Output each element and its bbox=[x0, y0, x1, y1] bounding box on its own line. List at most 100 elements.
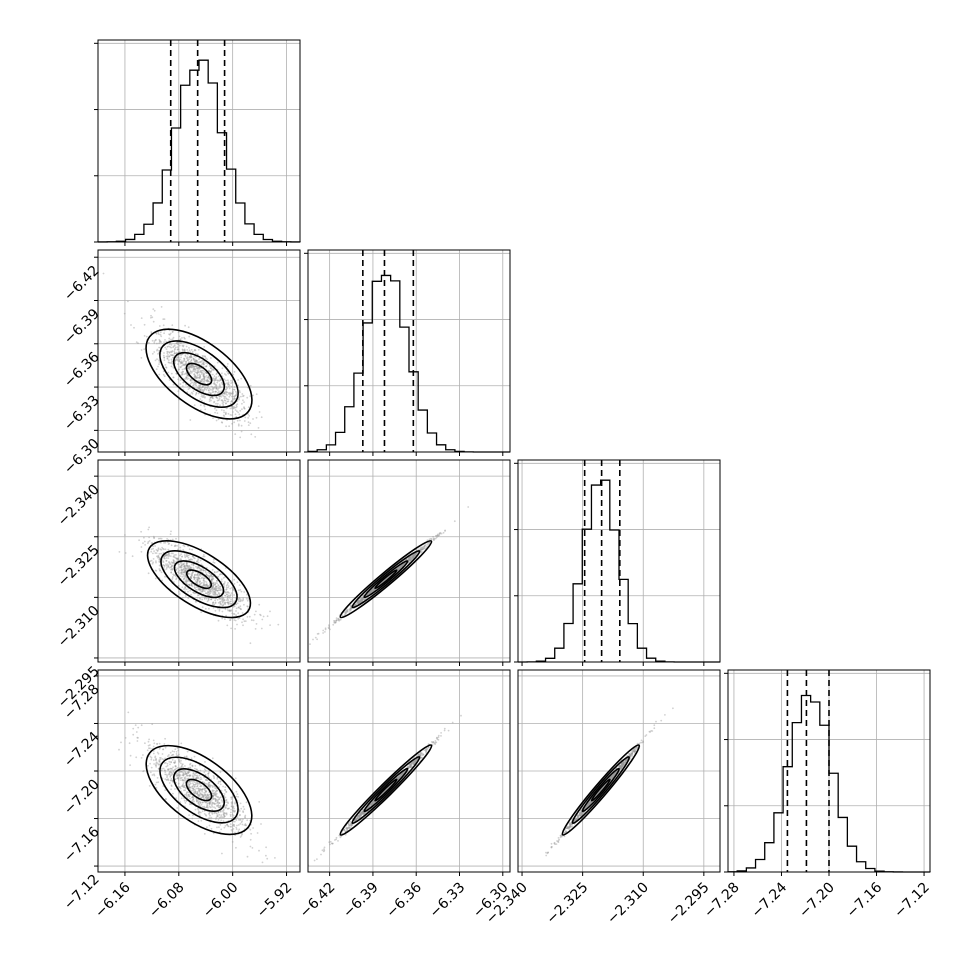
scatter-point bbox=[227, 382, 230, 385]
scatter-point bbox=[197, 561, 200, 564]
scatter-point bbox=[185, 372, 188, 374]
scatter-point bbox=[369, 591, 372, 594]
scatter-point bbox=[178, 358, 181, 361]
scatter-point bbox=[169, 333, 171, 336]
scatter-point bbox=[210, 598, 212, 601]
scatter-point bbox=[214, 601, 217, 604]
scatter-point bbox=[194, 360, 196, 362]
scatter-point bbox=[209, 365, 211, 367]
scatter-point bbox=[222, 414, 225, 417]
scatter-point bbox=[411, 558, 413, 560]
scatter-point bbox=[412, 555, 414, 557]
scatter-point bbox=[181, 571, 183, 574]
scatter-point bbox=[189, 419, 192, 421]
scatter-point bbox=[194, 765, 197, 767]
scatter-point bbox=[205, 584, 208, 587]
scatter-point bbox=[219, 797, 221, 799]
scatter-point bbox=[358, 599, 360, 602]
scatter-point bbox=[349, 608, 352, 611]
scatter-point bbox=[187, 359, 189, 362]
scatter-point bbox=[184, 567, 187, 569]
scatter-point bbox=[414, 553, 417, 556]
scatter-point bbox=[201, 788, 204, 791]
scatter-point bbox=[203, 787, 205, 790]
scatter-point bbox=[192, 567, 195, 570]
scatter-point bbox=[350, 607, 353, 610]
scatter-point bbox=[172, 771, 175, 774]
scatter-point bbox=[334, 621, 337, 624]
scatter-point bbox=[151, 774, 154, 776]
scatter-point bbox=[212, 575, 215, 578]
scatter-point bbox=[198, 795, 201, 798]
scatter-point bbox=[232, 588, 235, 590]
scatter-point bbox=[346, 609, 349, 612]
scatter-point bbox=[424, 545, 427, 547]
scatter-point bbox=[265, 854, 267, 857]
scatter-point bbox=[225, 807, 227, 809]
scatter-point bbox=[196, 576, 199, 579]
density-contour-3 bbox=[374, 569, 398, 590]
scatter-point bbox=[168, 768, 171, 770]
scatter-point bbox=[230, 600, 232, 603]
scatter-point bbox=[254, 436, 257, 438]
scatter-point bbox=[188, 774, 191, 776]
scatter-point bbox=[193, 355, 196, 358]
scatter-point bbox=[235, 846, 237, 849]
scatter-point bbox=[165, 779, 168, 781]
scatter-point bbox=[181, 771, 184, 774]
scatter-point bbox=[186, 796, 189, 799]
scatter-point bbox=[183, 575, 186, 578]
scatter-point bbox=[407, 766, 410, 769]
scatter-point bbox=[410, 762, 413, 764]
scatter-point bbox=[192, 358, 195, 361]
scatter-point bbox=[434, 741, 437, 744]
scatter-point bbox=[186, 777, 189, 780]
scatter-point bbox=[166, 554, 169, 556]
scatter-point bbox=[166, 350, 169, 353]
scatter-point bbox=[195, 352, 197, 355]
scatter-point bbox=[180, 779, 182, 781]
scatter-point bbox=[148, 540, 151, 542]
scatter-point bbox=[371, 801, 374, 804]
scatter-point bbox=[433, 537, 436, 540]
scatter-point bbox=[181, 364, 184, 367]
scatter-point bbox=[177, 390, 180, 393]
y-tick-label: −6.30 bbox=[61, 436, 103, 478]
scatter-point bbox=[193, 578, 196, 580]
scatter-point bbox=[233, 820, 236, 823]
scatter-point bbox=[372, 589, 375, 592]
scatter-point bbox=[207, 784, 210, 787]
scatter-point bbox=[339, 618, 342, 621]
scatter-point bbox=[228, 387, 231, 390]
scatter-point bbox=[216, 381, 219, 384]
scatter-point bbox=[408, 557, 410, 560]
scatter-point bbox=[176, 558, 179, 560]
scatter-point bbox=[212, 789, 215, 792]
scatter-point bbox=[421, 754, 424, 757]
scatter-point bbox=[193, 785, 196, 788]
scatter-point bbox=[191, 775, 194, 778]
scatter-point bbox=[243, 808, 246, 810]
scatter-point bbox=[158, 759, 161, 761]
scatter-point bbox=[192, 365, 194, 367]
scatter-point bbox=[164, 762, 167, 764]
scatter-point bbox=[240, 424, 243, 427]
scatter-point bbox=[421, 548, 423, 551]
scatter-point bbox=[357, 602, 360, 605]
histogram-panel-2 bbox=[514, 459, 721, 666]
scatter-point bbox=[204, 408, 207, 411]
scatter-point bbox=[422, 753, 425, 756]
scatter-point bbox=[136, 740, 139, 742]
scatter-point bbox=[407, 558, 410, 561]
scatter-point bbox=[153, 537, 156, 539]
scatter-point bbox=[233, 395, 236, 397]
scatter-point bbox=[207, 771, 210, 774]
scatter-point bbox=[177, 774, 179, 776]
scatter-point bbox=[183, 336, 186, 339]
scatter-point bbox=[206, 379, 209, 382]
scatter-point bbox=[173, 761, 176, 764]
scatter-point bbox=[207, 785, 210, 788]
scatter-point bbox=[160, 306, 163, 308]
scatter-point bbox=[209, 814, 211, 817]
scatter-point bbox=[438, 534, 441, 536]
